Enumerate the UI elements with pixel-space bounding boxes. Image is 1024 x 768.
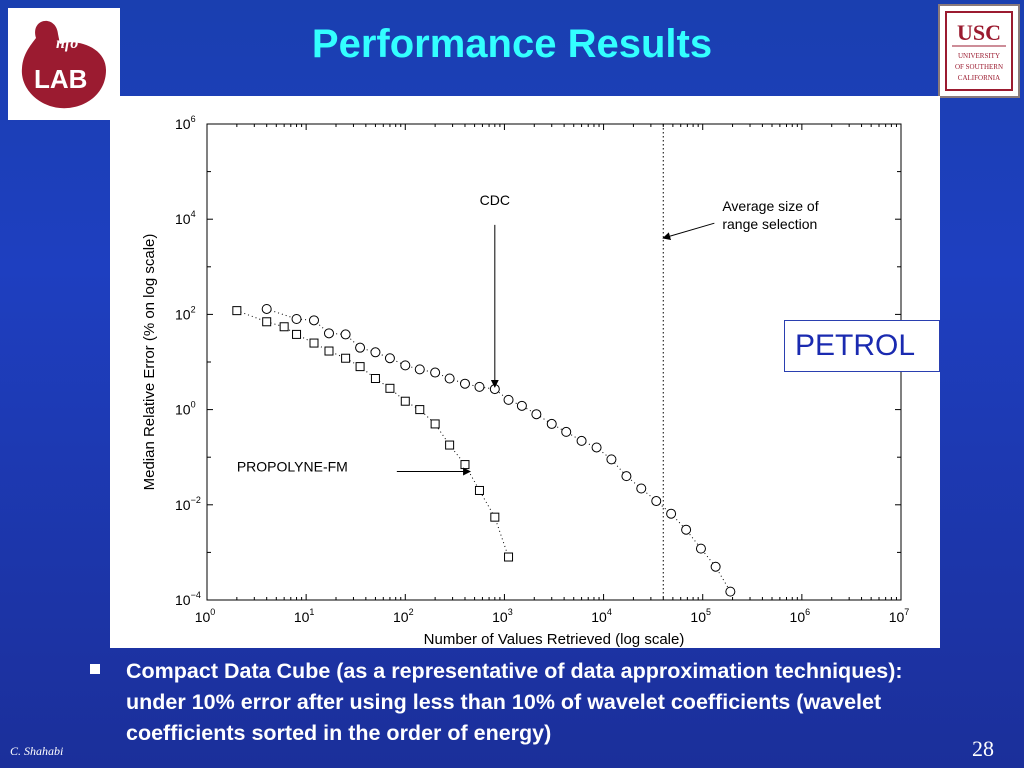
chart-svg: 100 101 102 103 104 105 106 107 10−4 10−2 100 102 10… [141,114,910,648]
propolyne-point [262,317,272,327]
cdc-point [370,347,381,358]
propolyne-point [292,329,302,339]
y-tick-label: 102 [175,304,196,322]
propolyne-point [490,512,500,522]
cdc-point [308,315,319,326]
cdc-point [591,442,602,453]
x-tick-label: 101 [294,607,315,625]
logo-left-main-text: LAB [34,64,87,94]
cdc-point [503,394,514,405]
annotation-label: PROPOLYNE-FM [237,459,348,475]
propolyne-point [309,338,319,348]
y-axis-label: Median Relative Error (% on log scale) [141,234,158,491]
x-tick-label: 103 [492,607,513,625]
cdc-point [414,364,425,375]
cdc-point [291,314,302,325]
propolyne-point [279,322,289,332]
page-number: 28 [972,736,994,761]
cdc-point [459,378,470,389]
cdc-point [261,303,272,314]
cdc-point [323,328,334,339]
cdc-point [636,483,647,494]
logo-right-main-text: USC [957,20,1001,45]
series-line-cdc [266,308,731,592]
series-line-propolyne-fm [236,310,509,558]
y-tick-label: 10−4 [175,590,201,608]
cdc-point [444,373,455,384]
propolyne-point [460,460,470,470]
propolyne-point [400,396,410,406]
cdc-point [666,508,677,519]
propolyne-point [355,362,365,372]
x-tick-label: 106 [790,607,811,625]
usc-logo: USC UNIVERSITY OF SOUTHERN CALIFORNIA [938,4,1020,98]
cdc-point [531,409,542,420]
cdc-point [606,454,617,465]
propolyne-point [324,346,334,356]
x-tick-label: 107 [889,607,910,625]
cdc-point [340,329,351,340]
slide-title: Performance Results [311,22,713,66]
y-tick-label: 10−2 [175,495,201,513]
cdc-point [474,381,485,392]
cdc-point [561,426,572,437]
chart-panel: 100 101 102 103 104 105 106 107 10−4 10−2 100 102 10… [110,96,940,648]
annotation-arrow [662,222,715,241]
propolyne-point [232,306,242,316]
bullet-marker [90,664,100,674]
cdc-point [384,353,395,364]
propolyne-point [415,405,425,415]
logo-right-line-3: CALIFORNIA [958,74,1000,82]
y-tick-label: 100 [175,400,196,418]
propolyne-point [385,383,395,393]
infolab-logo: nfo LAB [8,8,120,120]
propolyne-point [430,419,440,429]
propolyne-point [474,485,484,495]
cdc-point [400,360,411,371]
x-tick-label: 105 [690,607,711,625]
author-label: C. Shahabi [10,744,64,758]
cdc-point [725,586,736,597]
propolyne-point [445,440,455,450]
annotation-label: Average size of range selection [722,198,818,232]
y-tick-label: 106 [175,114,196,132]
x-tick-label: 102 [393,607,414,625]
logo-left-small-text: nfo [56,35,78,52]
cdc-point [355,342,366,353]
cdc-point [651,496,662,507]
cdc-point [576,435,587,446]
cdc-point [430,367,441,378]
y-tick-label: 104 [175,209,196,227]
x-tick-label: 100 [195,607,216,625]
petrol-label: PETROL [784,320,940,372]
propolyne-point [370,374,380,384]
logo-right-line-1: UNIVERSITY [958,52,1000,60]
cdc-point [546,418,557,429]
cdc-point [516,400,527,411]
cdc-point [621,471,632,482]
cdc-point [695,543,706,554]
logo-right-line-2: OF SOUTHERN [955,63,1003,71]
propolyne-point [504,552,514,562]
x-axis-label: Number of Values Retrieved (log scale) [424,631,685,648]
x-tick-label: 104 [591,607,612,625]
propolyne-point [341,353,351,363]
cdc-point [710,561,721,572]
bullet-text: Compact Data Cube (as a representative o… [126,659,903,745]
cdc-point [681,524,692,535]
annotation-label: CDC [480,192,510,208]
